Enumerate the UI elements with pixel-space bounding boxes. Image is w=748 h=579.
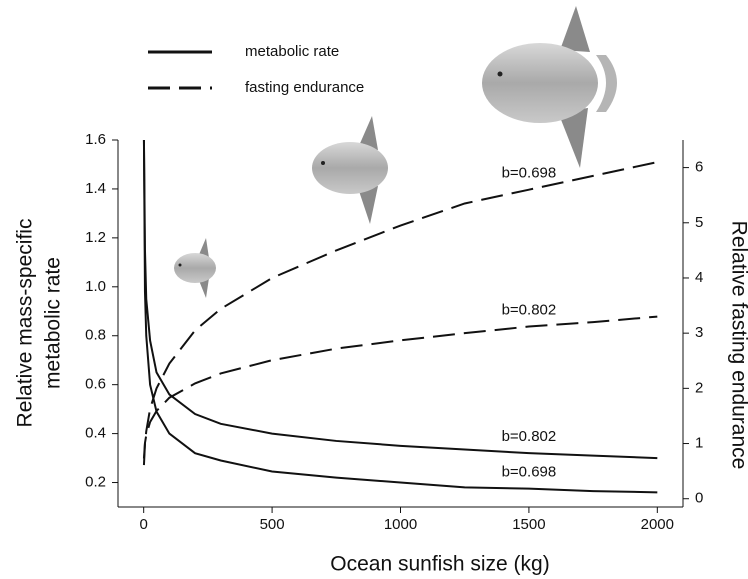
- y2-tick-label: 5: [695, 214, 703, 231]
- y-tick-label: 0.6: [85, 376, 106, 393]
- y-tick-label: 1.0: [85, 278, 106, 295]
- fish-medium: [312, 116, 388, 224]
- y-axis-label: metabolic rate: [42, 257, 65, 389]
- series-label: b=0.698: [502, 165, 557, 182]
- y-tick-label: 0.8: [85, 327, 106, 344]
- data-line: [142, 139, 658, 494]
- x-axis-label: Ocean sunfish size (kg): [330, 553, 549, 576]
- x-tick-label: 0: [140, 516, 148, 533]
- y2-tick-label: 1: [695, 435, 703, 452]
- y2-tick-label: 2: [695, 379, 703, 396]
- fish-large: [482, 6, 617, 168]
- y2-tick-label: 4: [695, 269, 703, 286]
- x-tick-label: 2000: [641, 516, 674, 533]
- y-tick-label: 1.2: [85, 229, 106, 246]
- y2-tick-label: 0: [695, 490, 703, 507]
- y2-tick-label: 3: [695, 324, 703, 341]
- y-axis-label: Relative mass-specific: [14, 219, 37, 428]
- y-tick-label: 0.2: [85, 474, 106, 491]
- y-tick-label: 1.4: [85, 180, 106, 197]
- x-tick-label: 500: [260, 516, 285, 533]
- y-tick-label: 1.6: [85, 131, 106, 148]
- legend-label: metabolic rate: [245, 43, 339, 60]
- fish-small: [174, 238, 216, 298]
- series-label: b=0.698: [502, 464, 557, 481]
- data-line: [142, 161, 658, 466]
- x-tick-label: 1500: [512, 516, 545, 533]
- series-label: b=0.802: [502, 302, 557, 319]
- y-tick-label: 0.4: [85, 425, 106, 442]
- y2-tick-label: 6: [695, 159, 703, 176]
- y2-axis-label: Relative fasting endurance: [727, 221, 748, 470]
- legend-label: fasting endurance: [245, 79, 364, 96]
- series-label: b=0.802: [502, 428, 557, 445]
- data-line: [142, 315, 658, 459]
- data-line: [142, 139, 658, 460]
- x-tick-label: 1000: [384, 516, 417, 533]
